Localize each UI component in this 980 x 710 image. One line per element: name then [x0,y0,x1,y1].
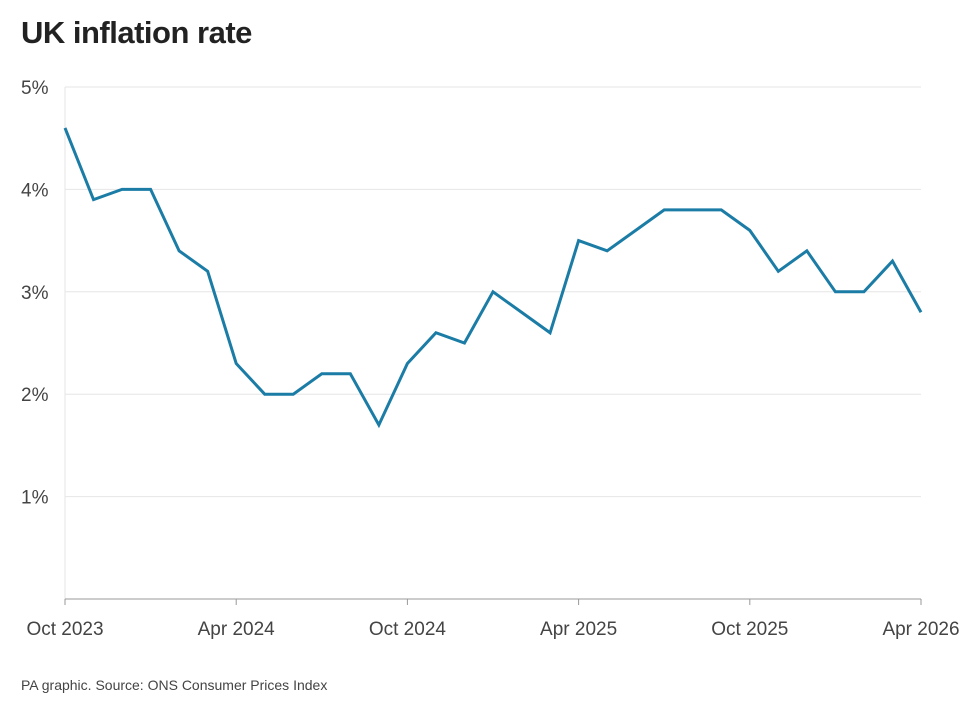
x-tick-label: Apr 2025 [540,619,617,640]
y-tick-label: 4% [21,180,49,201]
y-tick-label: 5% [21,78,49,99]
x-tick-label: Apr 2024 [198,619,276,640]
series-layer [63,127,923,429]
x-tick-label: Apr 2026 [882,619,959,640]
y-tick-label: 2% [21,385,49,406]
source-note: PA graphic. Source: ONS Consumer Prices … [21,677,328,693]
series-line [63,127,923,429]
y-tick-label: 1% [21,488,49,509]
chart-title: UK inflation rate [21,15,252,50]
y-tick-label: 3% [21,283,49,304]
x-tick-label: Oct 2025 [711,619,788,640]
axes [64,87,922,605]
line-chart: 1% 2% 3% 4% 5% Oct 2023 Apr 2024 Oct 2024 Apr 2… [21,78,960,640]
x-tick-label: Oct 2024 [369,619,447,640]
x-tick-label: Oct 2023 [26,619,103,640]
y-axis-tick-labels: 1% 2% 3% 4% 5% [21,78,49,509]
x-axis-tick-labels: Oct 2023 Apr 2024 Oct 2024 Apr 2025 Oct 2025… [26,619,959,640]
